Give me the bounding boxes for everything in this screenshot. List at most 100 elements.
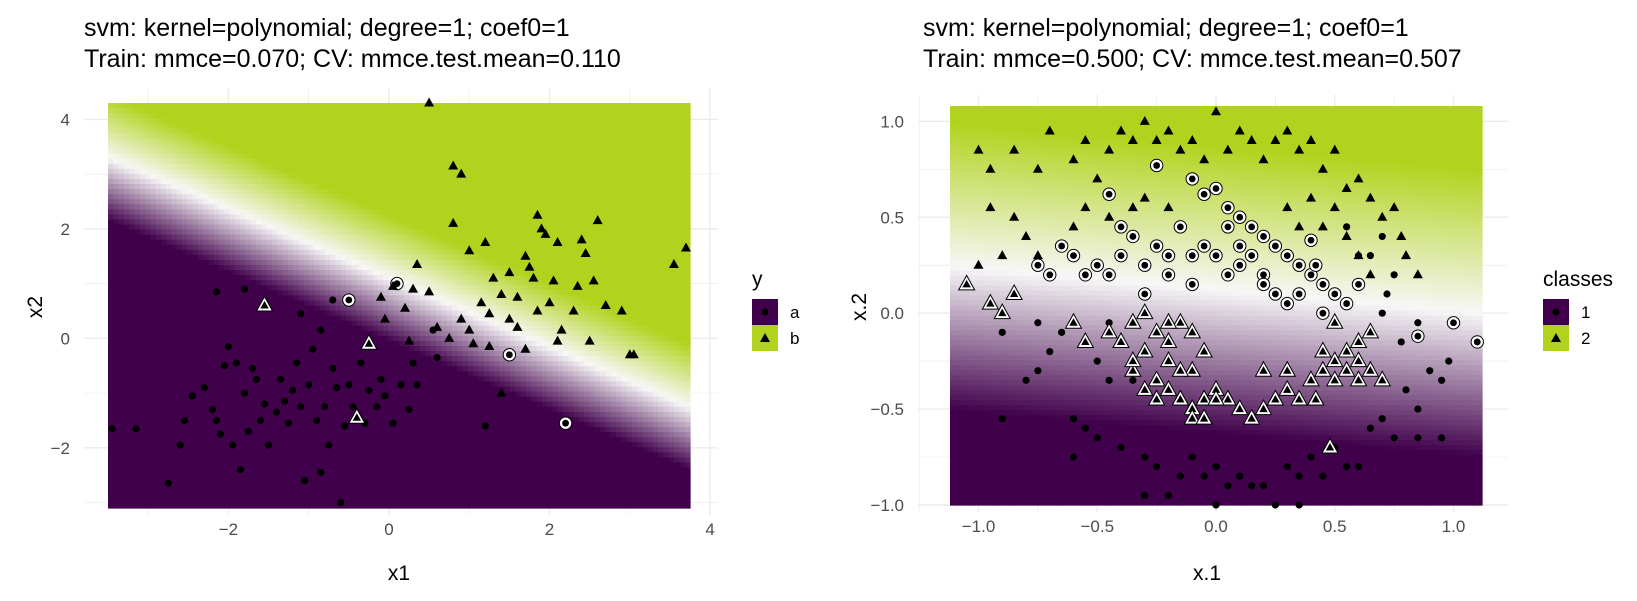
left-surface-cell	[335, 295, 342, 302]
left-surface-cell	[118, 462, 125, 469]
left-surface-cell	[293, 492, 300, 499]
left-surface-cell	[388, 209, 395, 215]
left-surface-cell	[250, 295, 257, 302]
left-surface-cell	[324, 502, 331, 509]
left-surface-cell	[266, 285, 273, 291]
left-surface-cell	[330, 411, 337, 418]
left-surface-cell	[256, 361, 263, 367]
left-surface-cell	[155, 396, 162, 403]
left-surface-cell	[303, 173, 310, 180]
left-surface-cell	[245, 153, 252, 160]
left-surface-cell	[108, 219, 114, 226]
left-surface-cell	[145, 123, 151, 129]
left-surface-cell	[351, 396, 358, 403]
left-surface-cell	[229, 173, 236, 180]
left-surface-cell	[187, 457, 194, 464]
left-surface-cell	[367, 254, 374, 261]
left-surface-cell	[330, 214, 337, 221]
left-surface-cell	[134, 244, 141, 251]
left-surface-cell	[234, 189, 241, 195]
left-surface-cell	[361, 153, 368, 160]
left-surface-cell	[319, 492, 326, 499]
left-surface-cell	[409, 346, 416, 352]
left-surface-cell	[340, 340, 347, 347]
left-surface-cell	[192, 189, 199, 195]
left-surface-cell	[261, 497, 268, 504]
left-surface-cell	[393, 189, 400, 195]
left-surface-cell	[409, 427, 416, 433]
left-surface-cell	[319, 184, 326, 190]
left-surface-cell	[287, 280, 294, 286]
left-surface-cell	[383, 265, 390, 271]
left-surface-cell	[319, 477, 326, 484]
left-surface-cell	[414, 447, 421, 453]
left-surface-cell	[287, 108, 294, 114]
left-surface-cell	[330, 194, 337, 200]
left-surface-cell	[176, 265, 183, 271]
left-surface-cell	[377, 275, 384, 281]
left-surface-cell	[182, 391, 188, 398]
left-surface-cell	[409, 492, 416, 499]
left-surface-cell	[399, 411, 405, 418]
left-surface-cell	[272, 401, 278, 408]
left-surface-cell	[346, 477, 352, 484]
left-surface-cell	[176, 310, 183, 317]
left-surface-cell	[256, 118, 263, 124]
left-surface-cell	[420, 477, 427, 484]
left-surface-cell	[298, 432, 305, 438]
left-surface-cell	[361, 487, 368, 494]
left-surface-cell	[166, 229, 173, 236]
left-surface-cell	[309, 103, 315, 109]
left-surface-cell	[197, 305, 204, 312]
left-surface-cell	[372, 457, 379, 464]
left-surface-cell	[346, 280, 352, 286]
left-surface-cell	[208, 452, 215, 458]
left-surface-cell	[409, 386, 416, 393]
left-surface-cell	[150, 163, 157, 170]
left-surface-cell	[414, 219, 421, 226]
left-surface-cell	[123, 361, 130, 367]
left-surface-cell	[108, 502, 114, 509]
left-surface-cell	[145, 330, 151, 337]
left-surface-cell	[166, 123, 173, 129]
left-surface-cell	[287, 219, 294, 226]
left-surface-cell	[361, 452, 368, 458]
left-surface-cell	[139, 502, 146, 509]
left-surface-cell	[113, 371, 120, 377]
left-surface-cell	[340, 194, 347, 200]
left-surface-cell	[351, 381, 358, 388]
left-surface-cell	[409, 325, 416, 332]
left-surface-cell	[409, 315, 416, 322]
left-surface-cell	[314, 406, 321, 413]
left-surface-cell	[388, 492, 395, 499]
left-surface-cell	[166, 163, 173, 170]
left-surface-cell	[118, 432, 125, 438]
left-surface-cell	[129, 108, 136, 114]
left-surface-cell	[187, 290, 194, 296]
left-surface-cell	[272, 234, 278, 241]
left-surface-cell	[324, 335, 331, 342]
left-surface-cell	[298, 497, 305, 504]
left-surface-cell	[108, 285, 114, 291]
left-surface-cell	[219, 275, 225, 281]
left-surface-cell	[234, 199, 241, 205]
left-surface-cell	[425, 361, 432, 367]
left-surface-cell	[346, 361, 352, 367]
left-surface-cell	[393, 492, 400, 499]
left-surface-cell	[298, 244, 305, 251]
left-surface-cell	[372, 234, 379, 241]
left-surface-cell	[166, 340, 173, 347]
left-surface-cell	[399, 487, 405, 494]
left-surface-cell	[414, 502, 421, 509]
left-surface-cell	[367, 184, 374, 190]
left-surface-cell	[187, 178, 194, 185]
left-surface-cell	[372, 285, 379, 291]
left-surface-cell	[309, 462, 315, 469]
left-surface-cell	[134, 371, 141, 377]
left-surface-cell	[351, 128, 358, 134]
left-surface-cell	[171, 437, 178, 443]
left-surface-cell	[282, 346, 289, 352]
left-surface-cell	[219, 351, 225, 357]
left-surface-cell	[150, 214, 157, 221]
left-surface-cell	[113, 376, 120, 383]
